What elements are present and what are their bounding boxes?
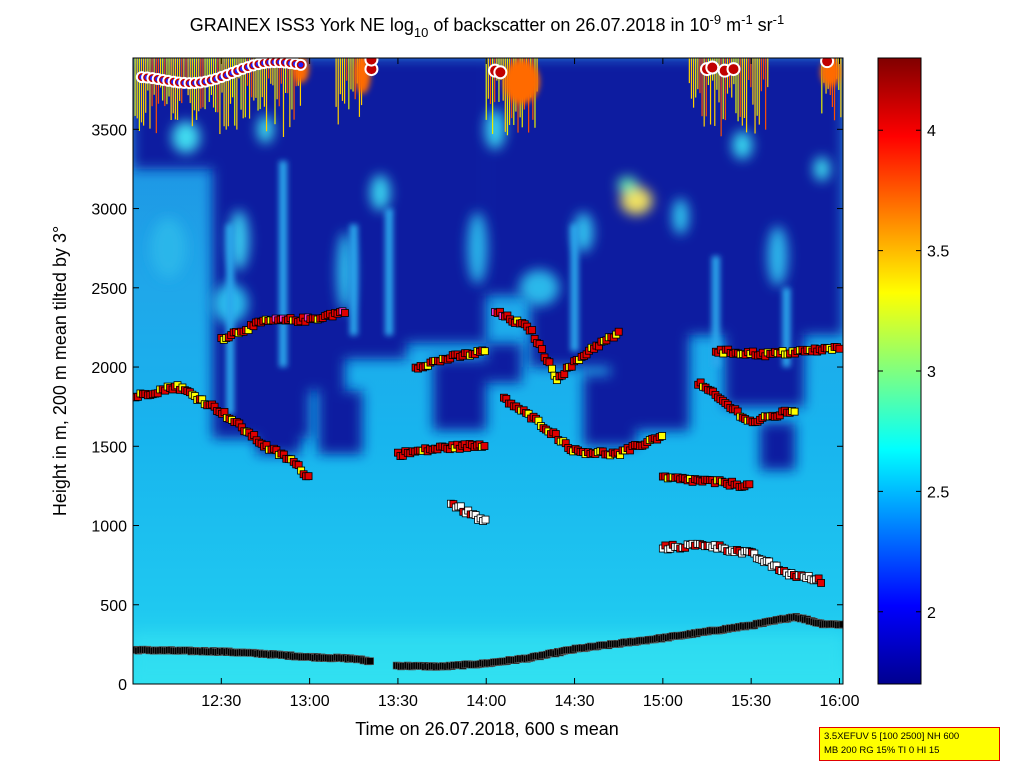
surface-layer-band: [133, 633, 843, 684]
low-backscatter-patch: [397, 58, 487, 344]
mixing-layer-markers: [133, 613, 843, 671]
backscatter-column: [226, 224, 235, 415]
y-tick-label: 2000: [91, 360, 127, 377]
colorbar: [878, 58, 921, 684]
cloud-top-marker-core: [298, 62, 304, 68]
low-backscatter-patch: [759, 422, 796, 471]
backscatter-patch: [519, 269, 560, 306]
precipitation-streaks: [133, 58, 842, 138]
cloud-top-marker: [820, 58, 835, 69]
colorbar-tick-label: 2: [927, 605, 936, 622]
backscatter-patch: [672, 198, 689, 235]
processing-parameters-box: 3.5XEFUV 5 [100 2500] NH 600 MB 200 RG 1…: [819, 727, 1000, 761]
y-tick-label: 2500: [91, 281, 127, 298]
low-backscatter-patch: [609, 58, 690, 431]
y-tick-label: 0: [118, 677, 127, 694]
low-backscatter-patch: [433, 359, 487, 431]
backscatter-column: [711, 256, 720, 368]
x-tick-label: 15:00: [643, 693, 683, 710]
y-axis: 0 500 1000 1500 2000 2500 3000 3500: [91, 122, 843, 694]
backscatter-patch: [467, 212, 488, 285]
layer-height-marker: [790, 407, 799, 416]
layer-height-marker: [304, 472, 313, 481]
x-tick-label: 13:30: [378, 693, 418, 710]
y-tick-label: 3000: [91, 202, 127, 219]
backscatter-patch: [336, 231, 353, 312]
colorbar-tick-label: 3.5: [927, 244, 949, 261]
layer-height-marker: [745, 480, 754, 489]
cloud-top-marker: [364, 58, 379, 67]
low-backscatter-patch: [486, 343, 522, 383]
layer-height-marker: [538, 345, 546, 353]
layer-height-marker: [545, 358, 554, 367]
colorbar-tick-label: 4: [927, 123, 936, 140]
layer-height-marker: [341, 309, 349, 317]
y-tick-label: 3500: [91, 122, 127, 139]
heatmap-plot-area: [133, 58, 843, 684]
layer-height-marker: [560, 370, 569, 378]
backscatter-patch: [150, 218, 187, 279]
low-backscatter-patch: [583, 374, 637, 447]
layer-height-marker: [548, 364, 556, 373]
backscatter-column: [385, 208, 394, 336]
chart-title: GRAINEX ISS3 York NE log10 of backscatte…: [190, 12, 784, 40]
backscatter-column: [349, 224, 358, 336]
layer-height-marker: [480, 347, 489, 356]
layer-height-marker: [817, 579, 825, 587]
y-tick-label: 1000: [91, 519, 127, 536]
y-axis-label: Height in m, 200 m mean tilted by 3°: [50, 226, 70, 516]
backscatter-patch: [257, 115, 274, 144]
cloud-top-marker: [705, 60, 720, 75]
cloud-top-marker: [726, 62, 741, 77]
plot-frame: [132, 57, 844, 685]
layer-height-marker: [835, 344, 843, 353]
low-backscatter-patch: [680, 58, 734, 336]
x-axis: 12:30 13:00 13:30 14:00 14:30 15:00 15:30 16:00: [201, 58, 860, 710]
y-tick-label: 500: [100, 598, 127, 615]
low-backscatter-patch: [318, 390, 363, 455]
x-tick-label: 14:00: [466, 693, 506, 710]
low-backscatter-patch: [795, 58, 843, 336]
parameters-line-2: MB 200 RG 15% TI 0 HI 15: [824, 745, 940, 756]
x-axis-label: Time on 26.07.2018, 600 s mean: [355, 719, 619, 739]
layer-height-marker: [481, 515, 490, 524]
backscatter-patch: [617, 176, 638, 193]
backscatter-patch: [370, 174, 391, 211]
cloud-top-marker: [493, 65, 508, 80]
x-tick-label: 16:00: [819, 693, 859, 710]
layer-height-marker: [658, 432, 667, 440]
colorbar-tick-label: 3: [927, 364, 936, 381]
backscatter-patch: [620, 186, 653, 215]
precipitation-core: [503, 59, 540, 104]
x-tick-label: 12:30: [201, 693, 241, 710]
x-tick-label: 15:30: [731, 693, 771, 710]
backscatter-patch: [767, 226, 788, 287]
cloud-base-markers: [133, 307, 843, 587]
x-tick-label: 14:30: [555, 693, 595, 710]
vertical-backscatter-columns: [226, 161, 791, 415]
backscatter-column: [279, 161, 288, 368]
layer-height-marker: [528, 326, 537, 334]
backscatter-column: [782, 287, 791, 368]
layer-height-marker: [614, 327, 623, 336]
backscatter-patch: [813, 156, 830, 181]
mixing-layer-marker: [366, 657, 374, 665]
backscatter-patch: [171, 121, 200, 154]
parameters-line-1: 3.5XEFUV 5 [100 2500] NH 600: [824, 731, 960, 742]
colorbar-tick-label: 2.5: [927, 484, 949, 501]
backscatter-column: [570, 224, 579, 352]
x-tick-label: 13:00: [290, 693, 330, 710]
layer-height-marker: [480, 442, 489, 450]
backscatter-patch: [732, 131, 753, 160]
backscatter-patch: [485, 109, 506, 150]
colorbar-axis: 2 2.5 3 3.5 4: [878, 123, 949, 622]
y-tick-label: 1500: [91, 439, 127, 456]
